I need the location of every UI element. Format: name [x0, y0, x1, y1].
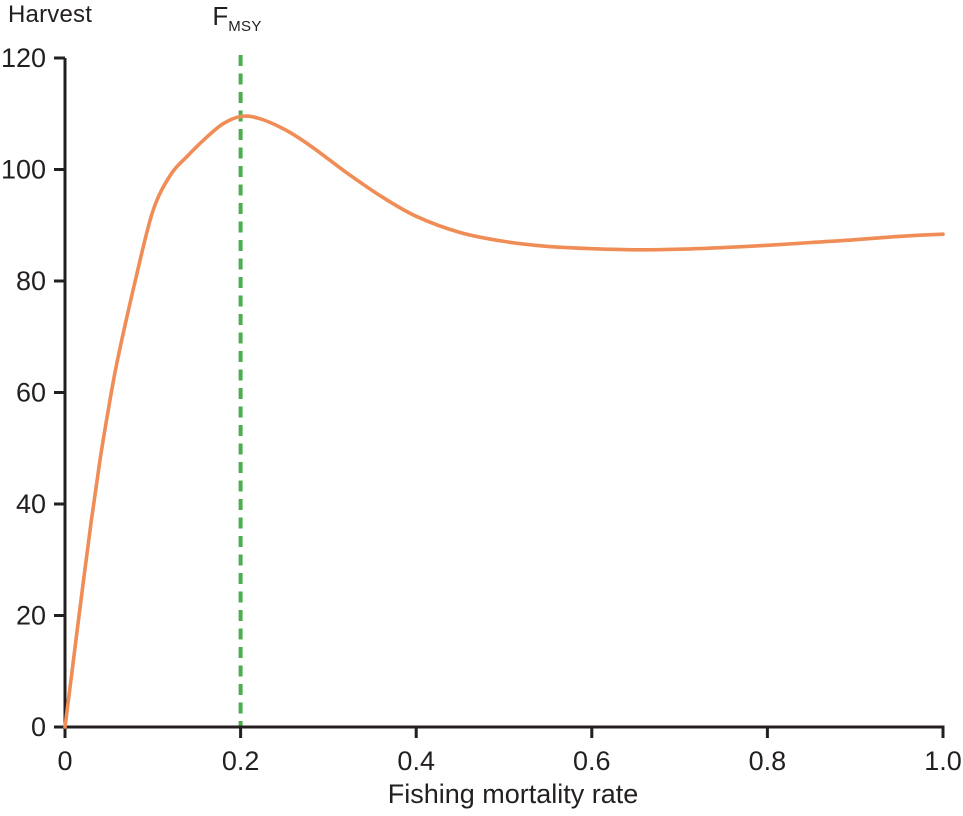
x-tick-label: 1.0: [924, 746, 962, 776]
x-tick-label: 0: [57, 746, 72, 776]
x-tick-label: 0.8: [749, 746, 787, 776]
x-axis-title: Fishing mortality rate: [387, 779, 639, 809]
x-tick-label: 0.6: [573, 746, 611, 776]
x-tick-label: 0.2: [222, 746, 260, 776]
y-tick-label: 60: [16, 378, 46, 408]
y-tick-label: 40: [16, 489, 46, 519]
y-tick-label: 100: [1, 155, 46, 185]
y-tick-label: 20: [16, 601, 46, 631]
x-tick-label: 0.4: [397, 746, 435, 776]
y-tick-label: 80: [16, 266, 46, 296]
y-axis-title: Harvest: [8, 1, 93, 28]
y-tick-label: 0: [31, 712, 46, 742]
fmsy-label-main: F: [212, 1, 229, 31]
y-tick-label: 120: [1, 43, 46, 73]
fmsy-label-subscript: MSY: [228, 18, 262, 35]
harvest-curve: [63, 114, 945, 729]
fmsy-label: FMSY: [212, 1, 261, 35]
